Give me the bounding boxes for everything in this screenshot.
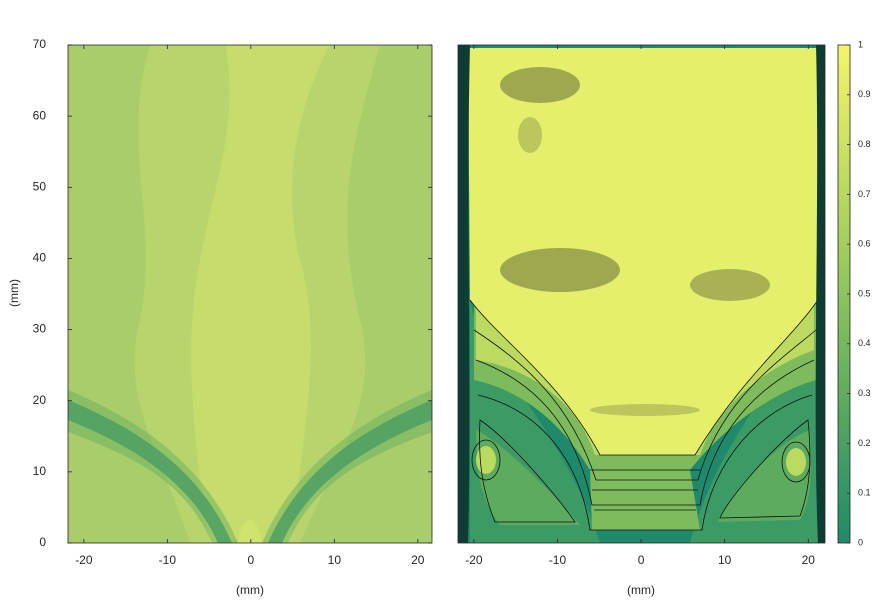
- x-tick-label: 10: [718, 553, 732, 567]
- y-tick-label: 60: [33, 108, 47, 122]
- colorbar-tick-label: 0.6: [858, 239, 871, 249]
- x-tick-label: 0: [638, 553, 645, 567]
- colorbar-tick-label: 0.2: [858, 438, 871, 448]
- y-tick-label: 40: [33, 251, 47, 265]
- colorbar-tick-label: 1: [858, 39, 863, 49]
- y-tick-label: 10: [33, 464, 47, 478]
- x-tick-label: 20: [802, 553, 816, 567]
- y-tick-label: 50: [33, 179, 47, 193]
- x-tick-label: -20: [465, 553, 483, 567]
- colorbar-tick-label: 0.3: [858, 388, 871, 398]
- left-field: [68, 45, 432, 543]
- y-tick-label: 70: [33, 37, 47, 51]
- right-field: [458, 45, 825, 543]
- colorbar-tick-label: 0: [858, 537, 863, 547]
- y-tick-label: 30: [33, 322, 47, 336]
- y-tick-label: 0: [39, 535, 46, 549]
- colorbar-tick-label: 0.7: [858, 189, 871, 199]
- y-tick-label: 20: [33, 393, 47, 407]
- colorbar-tick-label: 0.8: [858, 139, 871, 149]
- x-tick-label: -20: [75, 553, 93, 567]
- x-tick-label: 20: [411, 553, 425, 567]
- x-axis-label: (mm): [236, 583, 264, 597]
- colorbar: [838, 45, 850, 543]
- x-tick-label: -10: [159, 553, 177, 567]
- y-axis-label: (mm): [7, 279, 21, 307]
- colorbar-tick-label: 0.4: [858, 338, 871, 348]
- colorbar-tick-label: 0.5: [858, 288, 871, 298]
- x-axis-label: (mm): [627, 583, 655, 597]
- colorbar-tick-label: 0.9: [858, 89, 871, 99]
- x-tick-label: -10: [549, 553, 567, 567]
- x-tick-label: 10: [328, 553, 342, 567]
- colorbar-tick-label: 0.1: [858, 488, 871, 498]
- right-axes: [457, 44, 826, 544]
- left-axes: [67, 44, 433, 544]
- x-tick-label: 0: [247, 553, 254, 567]
